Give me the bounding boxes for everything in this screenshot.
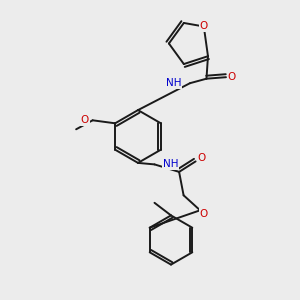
Text: O: O bbox=[197, 153, 206, 164]
Text: NH: NH bbox=[163, 159, 178, 170]
Text: O: O bbox=[200, 209, 208, 219]
Text: NH: NH bbox=[166, 78, 182, 88]
Text: O: O bbox=[200, 22, 208, 32]
Text: O: O bbox=[227, 72, 236, 82]
Text: O: O bbox=[81, 115, 89, 125]
